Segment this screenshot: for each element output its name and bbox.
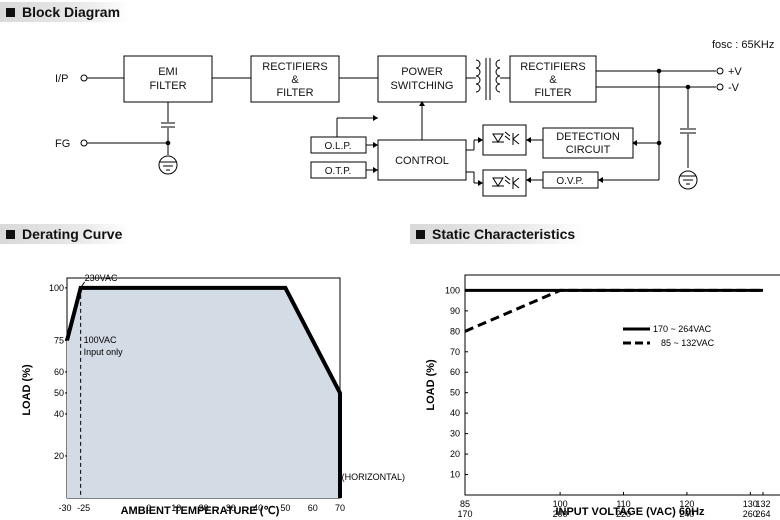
fg-terminal bbox=[80, 139, 88, 147]
static-x-tick-bottom: 170 bbox=[457, 509, 472, 519]
rect2-label-1: RECTIFIERS bbox=[520, 61, 585, 73]
olp-label: O.L.P. bbox=[324, 141, 351, 152]
fosc-label: fosc : 65KHz bbox=[712, 39, 774, 51]
static-y-tick: 60 bbox=[450, 367, 460, 377]
derating-y-axis-label: LOAD (%) bbox=[21, 364, 33, 416]
static-x-tick-top: 85 bbox=[460, 499, 470, 509]
ip-terminal bbox=[80, 74, 88, 82]
section-square-icon bbox=[6, 229, 15, 239]
rect2-label-2: & bbox=[549, 74, 557, 86]
derating-x-tick: 40 bbox=[253, 503, 263, 513]
derating-x-suffix: (HORIZONTAL) bbox=[342, 472, 405, 482]
static-legend-label: 85 ~ 132VAC bbox=[661, 338, 715, 348]
derating-series-label: 230VAC bbox=[85, 273, 118, 283]
static-y-tick: 10 bbox=[450, 470, 460, 480]
section-square-icon bbox=[6, 7, 15, 17]
block-diagram: EMI FILTER RECTIFIERS & FILTER POWER SWI… bbox=[55, 39, 774, 197]
static-x-tick-bottom: 200 bbox=[553, 509, 568, 519]
rectifier-filter-block-1 bbox=[250, 55, 340, 103]
static-characteristics-title: Static Characteristics bbox=[432, 226, 576, 242]
derating-note-line-1: 100VAC bbox=[84, 335, 117, 345]
derating-curve-header: Derating Curve bbox=[0, 224, 130, 244]
block-diagram-title: Block Diagram bbox=[22, 4, 121, 20]
derating-x-tick: 10 bbox=[171, 503, 181, 513]
static-x-tick-top: 100 bbox=[553, 499, 568, 509]
static-x-tick-top: 130 bbox=[743, 499, 758, 509]
static-y-tick: 30 bbox=[450, 429, 460, 439]
plus-v-label: +V bbox=[728, 66, 742, 78]
derating-series-line bbox=[65, 285, 342, 498]
minus-v-label: -V bbox=[728, 82, 740, 94]
derating-y-tick: 50 bbox=[54, 388, 64, 398]
derating-x-tick: 0 bbox=[146, 503, 151, 513]
rect1-label-3: FILTER bbox=[276, 87, 313, 99]
section-square-icon bbox=[416, 229, 425, 239]
derating-x-tick: -25 bbox=[77, 503, 90, 513]
power-switching-block bbox=[377, 55, 467, 103]
static-y-tick: 100 bbox=[445, 285, 460, 295]
power-label-2: SWITCHING bbox=[391, 80, 454, 92]
rectifier-filter-block-2 bbox=[509, 55, 597, 103]
rect2-label-3: FILTER bbox=[534, 87, 571, 99]
static-x-tick-bottom: 240 bbox=[679, 509, 694, 519]
derating-curve-title: Derating Curve bbox=[22, 226, 123, 242]
static-series-line bbox=[464, 288, 763, 333]
emi-label-2: FILTER bbox=[149, 80, 186, 92]
detection-label-2: CIRCUIT bbox=[566, 144, 611, 156]
derating-note-line-2: Input only bbox=[84, 347, 124, 357]
output-ground-icon bbox=[678, 170, 698, 190]
static-plot-frame bbox=[464, 274, 780, 496]
static-y-tick: 40 bbox=[450, 408, 460, 418]
plus-v-terminal bbox=[716, 67, 724, 75]
static-y-tick: 80 bbox=[450, 326, 460, 336]
rect1-label-2: & bbox=[291, 74, 299, 86]
derating-y-tick: 100 bbox=[49, 283, 64, 293]
minus-v-terminal bbox=[716, 83, 724, 91]
otp-label: O.T.P. bbox=[325, 166, 352, 177]
fg-label: FG bbox=[55, 138, 70, 150]
static-x-tick-bottom: 220 bbox=[616, 509, 631, 519]
static-y-tick: 20 bbox=[450, 449, 460, 459]
derating-chart: -30 -25 0 10 20 30 40 50 60 70 20 40 50 60 75 100 (HOR… bbox=[21, 273, 405, 517]
ip-label: I/P bbox=[55, 73, 68, 85]
static-x-tick-bottom: 260 bbox=[743, 509, 758, 519]
static-x-tick-bottom: 264 bbox=[755, 509, 770, 519]
derating-x-tick: 50 bbox=[280, 503, 290, 513]
static-x-tick-top: 120 bbox=[679, 499, 694, 509]
derating-x-tick: -30 bbox=[58, 503, 71, 513]
ovp-label: O.V.P. bbox=[556, 176, 583, 187]
derating-x-tick: 20 bbox=[198, 503, 208, 513]
static-y-axis-label: LOAD (%) bbox=[425, 359, 437, 411]
optocoupler-2 bbox=[482, 169, 527, 197]
derating-y-tick: 40 bbox=[54, 409, 64, 419]
static-y-tick: 90 bbox=[450, 306, 460, 316]
emi-filter-block bbox=[123, 55, 213, 103]
static-x-tick-top: 132 bbox=[755, 499, 770, 509]
derating-x-axis-label: AMBIENT TEMPERATURE (℃) bbox=[121, 505, 280, 517]
static-characteristics-header: Static Characteristics bbox=[410, 224, 585, 244]
detection-label-1: DETECTION bbox=[556, 131, 620, 143]
control-label: CONTROL bbox=[395, 155, 449, 167]
static-y-tick: 50 bbox=[450, 388, 460, 398]
derating-y-tick: 60 bbox=[54, 367, 64, 377]
derating-x-tick: 60 bbox=[308, 503, 318, 513]
derating-series-pointer bbox=[80, 281, 86, 289]
optocoupler-1 bbox=[482, 124, 527, 156]
derating-y-tick: 75 bbox=[54, 335, 64, 345]
static-x-axis-label: INPUT VOLTAGE (VAC) 60Hz bbox=[555, 506, 705, 518]
derating-x-tick: 30 bbox=[226, 503, 236, 513]
derating-y-tick: 20 bbox=[54, 451, 64, 461]
static-legend-label: 170 ~ 264VAC bbox=[653, 324, 712, 334]
rect1-label-1: RECTIFIERS bbox=[262, 61, 327, 73]
static-y-tick: 70 bbox=[450, 347, 460, 357]
emi-label-1: EMI bbox=[158, 66, 178, 78]
derating-area bbox=[67, 287, 340, 498]
block-diagram-header: Block Diagram bbox=[0, 2, 130, 22]
derating-x-tick: 70 bbox=[335, 503, 345, 513]
static-x-tick-top: 110 bbox=[616, 499, 630, 509]
fg-ground-icon bbox=[158, 155, 178, 175]
power-label-1: POWER bbox=[401, 66, 443, 78]
